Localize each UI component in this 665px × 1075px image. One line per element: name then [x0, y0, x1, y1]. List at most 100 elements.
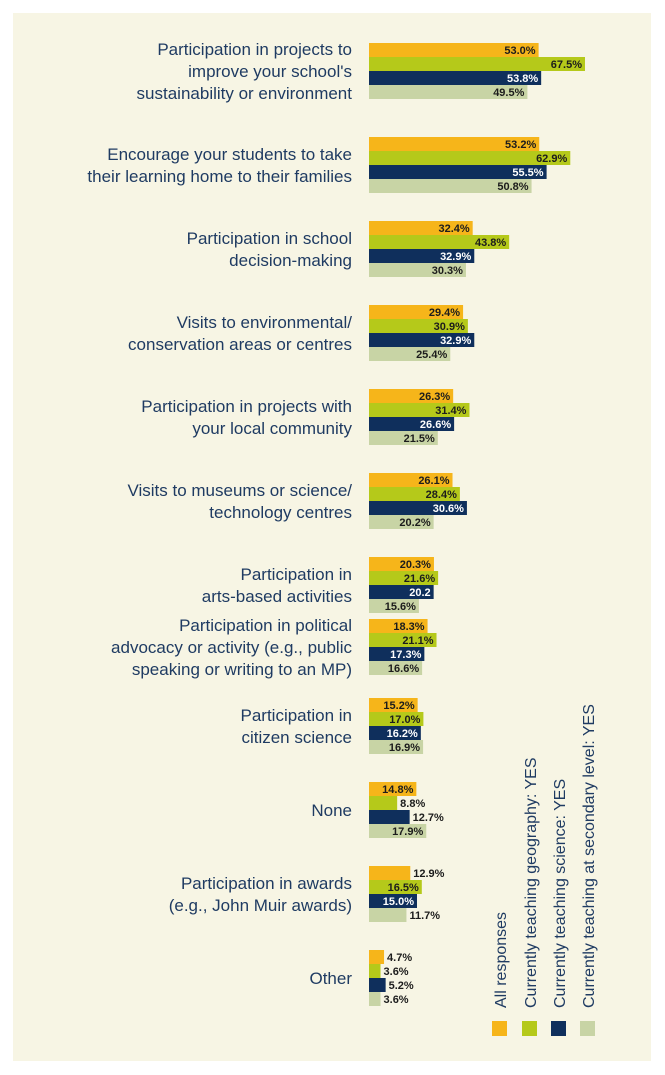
category-label: None: [311, 801, 352, 820]
value-label: 16.2%: [387, 728, 418, 740]
category-label-line: Participation in projects with: [141, 397, 352, 416]
bar: [369, 647, 425, 661]
category-label-line: speaking or writing to an MP): [132, 660, 352, 679]
bar: [369, 880, 422, 894]
bar: [369, 964, 381, 978]
value-label: 17.9%: [392, 826, 423, 838]
value-label: 50.8%: [497, 181, 528, 193]
bar: [369, 417, 455, 431]
category-label-line: Participation in: [240, 706, 352, 725]
bar: [369, 992, 381, 1006]
value-label: 32.4%: [438, 223, 469, 235]
bar: [369, 824, 427, 838]
value-label: 11.7%: [409, 910, 440, 922]
value-label: 17.0%: [389, 714, 420, 726]
bar: [369, 43, 539, 57]
bar: [369, 810, 410, 824]
legend-label: Currently teaching at secondary level: Y…: [581, 704, 598, 1008]
category-label-line: decision-making: [229, 251, 352, 270]
value-label: 8.8%: [400, 798, 425, 810]
bar: [369, 557, 434, 571]
bar: [369, 71, 542, 85]
value-label: 26.3%: [419, 391, 450, 403]
legend-label: All responses: [493, 912, 510, 1008]
category-label: Participation in citizen science: [240, 706, 352, 747]
value-label: 21.5%: [404, 433, 435, 445]
value-label: 26.6%: [420, 419, 451, 431]
value-label: 49.5%: [493, 87, 524, 99]
value-label: 25.4%: [416, 349, 447, 361]
value-label: 32.9%: [440, 335, 471, 347]
value-label: 17.3%: [390, 649, 421, 661]
category-label-line: Visits to environmental/: [177, 313, 353, 332]
legend-swatch: [551, 1021, 566, 1036]
category-label-line: Other: [309, 969, 352, 988]
category-label: Visits to museums or science/technology …: [127, 481, 352, 522]
category-label: Participation in school decision-making: [187, 229, 352, 270]
bar: [369, 894, 417, 908]
value-label: 62.9%: [536, 153, 567, 165]
bar: [369, 571, 439, 585]
value-label: 5.2%: [389, 980, 414, 992]
category-label-line: improve your school's: [188, 62, 352, 81]
value-label: 67.5%: [551, 59, 582, 71]
bar: [369, 221, 473, 235]
category-label-line: Visits to museums or science/: [127, 481, 352, 500]
legend-label: Currently teaching geography: YES: [523, 757, 540, 1008]
value-label: 20.2%: [399, 517, 430, 529]
bar: [369, 403, 470, 417]
category-label-line: Participation in projects to: [157, 40, 352, 59]
value-labels: 53.0% 67.5% 53.8% 49.5% 53.2%62.9% 55.5% 50.8%…: [382, 45, 582, 1006]
value-label: 3.6%: [384, 966, 409, 978]
value-label: 15.0%: [383, 896, 414, 908]
bar: [369, 633, 437, 647]
value-label: 15.2%: [383, 700, 414, 712]
bar: [369, 137, 540, 151]
legend-label: Currently teaching science: YES: [552, 779, 569, 1008]
category-label-line: their learning home to their families: [87, 167, 352, 186]
bar: [369, 249, 475, 263]
bar: [369, 908, 407, 922]
legend-swatch: [522, 1021, 537, 1036]
chart-panel: [13, 13, 651, 1061]
value-label: 12.9%: [413, 868, 444, 880]
bar: [369, 263, 466, 277]
bar: [369, 599, 419, 613]
category-label: Participation in projects to improve your…: [137, 40, 353, 103]
value-label: 30.9%: [434, 321, 465, 333]
category-label: Participation in projects with your local…: [141, 397, 352, 438]
bar: [369, 619, 428, 633]
category-label-line: Participation in political: [179, 616, 352, 635]
bar: [369, 726, 421, 740]
bars: [369, 43, 585, 1006]
bar: [369, 487, 460, 501]
category-label-line: (e.g., John Muir awards): [169, 896, 352, 915]
bar: [369, 305, 464, 319]
category-label-line: sustainability or environment: [137, 84, 353, 103]
value-label: 3.6%: [384, 994, 409, 1006]
bar: [369, 782, 417, 796]
category-label-line: Participation in awards: [181, 874, 352, 893]
bar: [369, 57, 585, 71]
category-label-line: None: [311, 801, 352, 820]
bar: [369, 347, 451, 361]
category-label-line: your local community: [192, 419, 352, 438]
bar: [369, 389, 454, 403]
value-label: 53.0%: [504, 45, 535, 57]
category-label-line: Encourage your students to take: [107, 145, 352, 164]
bar: [369, 866, 411, 880]
bar: [369, 473, 453, 487]
category-label-line: Participation in school: [187, 229, 352, 248]
bar: [369, 585, 434, 599]
value-label: 20.3%: [400, 559, 431, 571]
bar: [369, 165, 547, 179]
category-label-line: citizen science: [241, 728, 352, 747]
value-label: 12.7%: [413, 812, 444, 824]
value-label: 26.1%: [418, 475, 449, 487]
legend-swatch: [492, 1021, 507, 1036]
category-label: Other: [309, 969, 352, 988]
category-label-line: conservation areas or centres: [128, 335, 352, 354]
bar: [369, 515, 434, 529]
value-label: 30.3%: [432, 265, 463, 277]
